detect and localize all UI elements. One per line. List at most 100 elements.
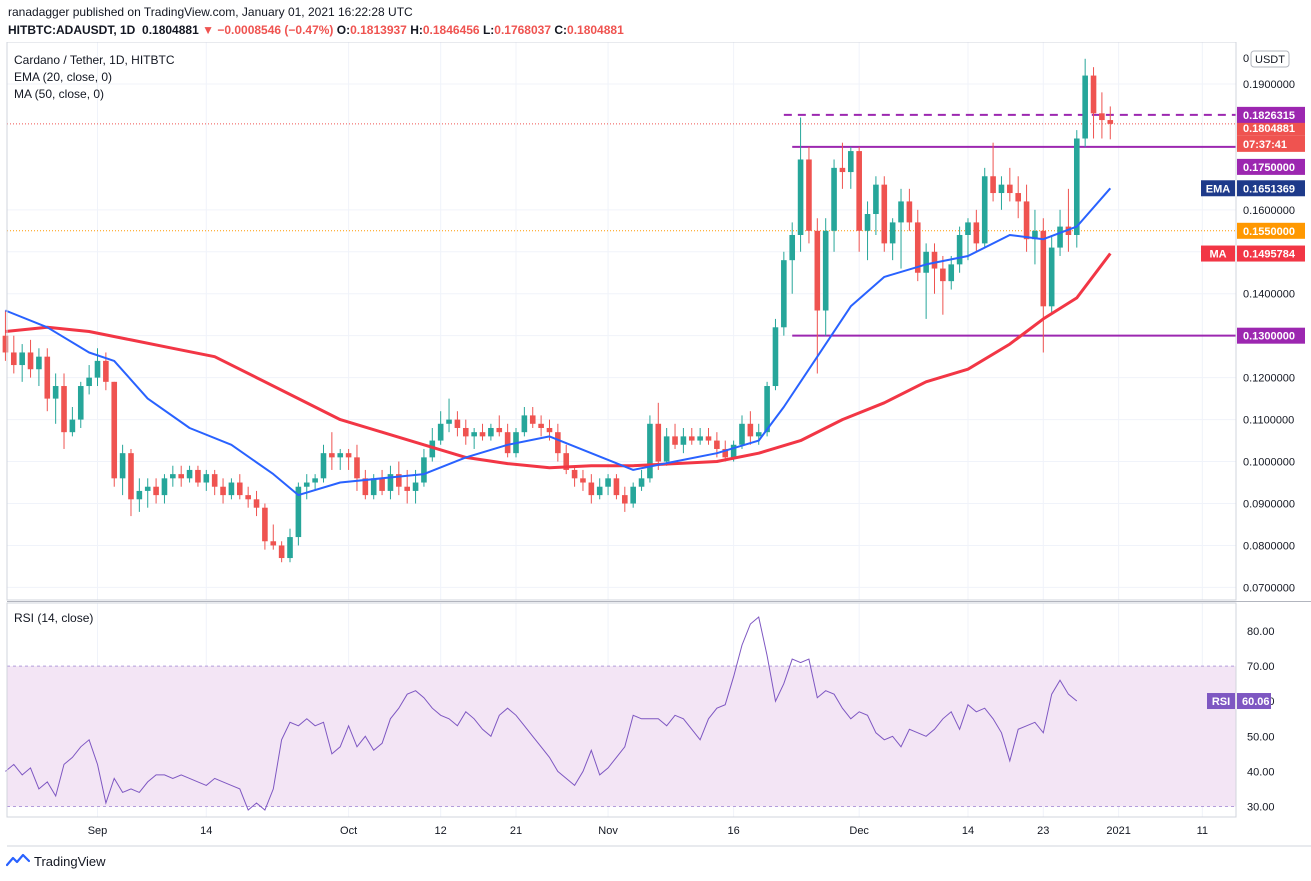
candle — [839, 142, 846, 189]
candle-body — [471, 432, 477, 437]
candle — [362, 469, 369, 500]
candle — [898, 188, 904, 269]
candle-body — [86, 377, 92, 387]
candle — [496, 415, 503, 437]
last-price-badge-bg — [1237, 119, 1305, 136]
ma-price-badge-prefix: MA — [1209, 249, 1226, 261]
candle — [881, 176, 888, 252]
candle-body — [663, 436, 670, 462]
candle-body — [278, 545, 285, 559]
candle-body — [1032, 230, 1038, 240]
chart-header: ranadagger published on TradingView.com,… — [0, 0, 1311, 42]
candle-body — [387, 474, 394, 491]
price-chart[interactable]: 0.0700000 0.0800000 0.0900000 0.1000000 0.11… — [0, 42, 1311, 848]
candle — [295, 482, 302, 546]
high-label: H: — [410, 23, 423, 37]
candle — [111, 381, 118, 487]
candle-body — [705, 436, 712, 441]
candle — [379, 469, 385, 496]
candle-body — [856, 151, 862, 231]
currency-button[interactable]: USDT — [1250, 50, 1290, 68]
candle-body — [144, 486, 151, 491]
candle-body — [1057, 226, 1063, 248]
time-tick-label: Sep — [88, 825, 108, 837]
candle — [1023, 184, 1030, 252]
candle-body — [312, 478, 318, 483]
candle — [186, 465, 193, 483]
rsi-prefix-text: RSI — [1212, 696, 1230, 708]
last-price-badge: 0.1804881 — [1237, 119, 1305, 136]
candle — [178, 465, 184, 487]
candle-body — [655, 423, 662, 462]
candle — [655, 402, 662, 470]
candle-body — [1015, 193, 1021, 202]
time-tick-label: 16 — [727, 825, 739, 837]
candle — [320, 444, 327, 483]
candle-body — [362, 478, 369, 496]
candle — [806, 146, 812, 244]
candle-body — [245, 495, 251, 500]
candle — [421, 448, 427, 487]
close-value: 0.1804881 — [567, 23, 624, 37]
candle-body — [538, 423, 544, 428]
candle-body — [563, 453, 570, 470]
candle-body — [571, 469, 578, 479]
last-price-badge-text: 0.1804881 — [1243, 123, 1295, 135]
candle — [329, 432, 335, 470]
price-tick-label: 0.0700000 — [1243, 582, 1295, 594]
candle — [822, 218, 829, 336]
symbol-quote-line: HITBTC:ADAUSDT, 1D 0.1804881 ▼ −0.000854… — [8, 23, 624, 37]
candle-body — [613, 478, 620, 496]
candle-body — [873, 184, 879, 215]
candle — [580, 469, 586, 491]
candle-body — [940, 268, 946, 282]
candle-body — [529, 415, 536, 424]
candle — [44, 348, 51, 412]
candle — [529, 407, 536, 428]
candle-body — [747, 423, 754, 437]
candle — [663, 427, 670, 466]
candle-body — [178, 474, 184, 479]
candle — [981, 167, 988, 248]
candle-body — [848, 151, 854, 173]
candle-body — [195, 469, 201, 483]
candle-body — [914, 222, 921, 273]
candle-body — [739, 423, 745, 445]
candle-body — [170, 474, 176, 479]
candle-body — [638, 478, 645, 487]
price-tick-label: 0.1200000 — [1243, 373, 1295, 385]
rsi-band — [7, 665, 1236, 807]
candle — [52, 373, 59, 424]
candle-body — [228, 482, 235, 496]
candle — [990, 142, 996, 202]
symbol-label: HITBTC:ADAUSDT, 1D — [8, 23, 136, 37]
high-value: 0.1846456 — [422, 23, 480, 37]
candle — [1048, 234, 1055, 315]
alert-price-badge-bg — [1237, 222, 1305, 239]
rsi-line — [5, 616, 1078, 811]
candle-body — [161, 478, 168, 496]
rsi-tick-label: 70.00 — [1247, 661, 1275, 673]
chart-legend: Cardano / Tether, 1D, HITBTC EMA (20, cl… — [14, 52, 175, 103]
candle — [688, 427, 695, 445]
level-price-badge-text: 0.1300000 — [1243, 331, 1295, 343]
candle — [772, 318, 779, 391]
candle-body — [412, 482, 419, 491]
candle-body — [714, 440, 720, 449]
candle — [429, 427, 436, 462]
candle-body — [61, 386, 67, 433]
candle-body — [1073, 138, 1080, 235]
candle-body — [253, 499, 260, 508]
candle — [889, 218, 896, 261]
candle-body — [337, 453, 344, 458]
candle-body — [379, 478, 385, 491]
candle — [747, 411, 754, 445]
candle-body — [722, 448, 729, 458]
rsi-band-fill — [7, 666, 1236, 807]
candle-body — [973, 222, 980, 244]
candle — [856, 146, 862, 252]
rsi-tick-label: 40.00 — [1247, 766, 1275, 778]
time-tick-label: Nov — [598, 825, 618, 837]
candle-body — [186, 469, 193, 479]
candle — [312, 474, 318, 491]
